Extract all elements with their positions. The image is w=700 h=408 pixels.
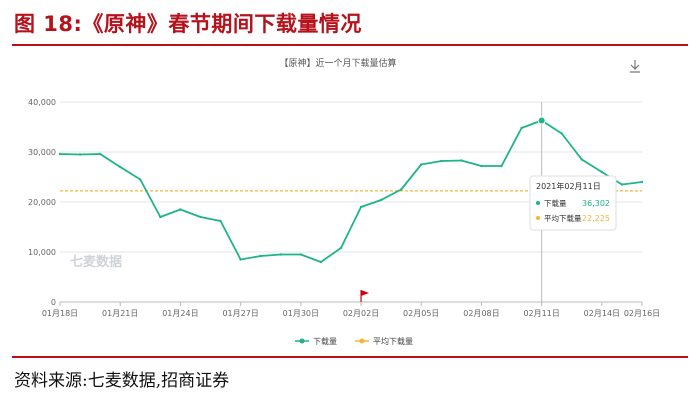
data-point bbox=[319, 260, 323, 264]
y-tick-label: 0 bbox=[51, 298, 56, 307]
line-chart: 【原神】近一个月下载量估算 010,00020,00030,00040,000 … bbox=[28, 57, 660, 346]
x-tick-label: 01月21日 bbox=[102, 309, 138, 318]
x-tick-label: 01月18日 bbox=[42, 309, 78, 318]
y-tick-label: 40,000 bbox=[28, 98, 56, 107]
tooltip-value-downloads: 36,302 bbox=[582, 199, 610, 208]
watermark: 七麦数据 bbox=[70, 254, 122, 270]
data-point bbox=[239, 258, 242, 261]
data-point bbox=[279, 253, 282, 256]
title-rule bbox=[12, 44, 688, 46]
data-point bbox=[420, 163, 423, 166]
data-point bbox=[520, 126, 523, 130]
x-tick-label: 02月14日 bbox=[584, 309, 620, 318]
flag-cloth bbox=[361, 290, 370, 296]
y-tick-label: 10,000 bbox=[28, 248, 56, 257]
data-point bbox=[119, 165, 122, 169]
y-tick-label: 20,000 bbox=[28, 198, 56, 207]
data-point bbox=[640, 180, 644, 184]
data-point bbox=[359, 205, 363, 209]
data-point bbox=[98, 152, 102, 156]
data-point bbox=[299, 253, 303, 256]
x-tick-label: 02月02日 bbox=[343, 309, 379, 318]
y-tick-label: 30,000 bbox=[28, 148, 56, 157]
tooltip-label-average: 平均下载量 bbox=[544, 213, 582, 223]
source-note: 资料来源:七麦数据,招商证券 bbox=[14, 371, 230, 391]
data-point bbox=[480, 164, 483, 168]
x-tick-label: 02月11日 bbox=[523, 309, 559, 318]
tooltip-value-average: 22,225 bbox=[582, 214, 610, 223]
figure-title: 图 18:《原神》春节期间下载量情况 bbox=[14, 12, 362, 36]
download-icon[interactable] bbox=[630, 60, 640, 73]
data-point bbox=[600, 170, 604, 174]
chart-container: 【原神】近一个月下载量估算 0 10,000 20,000 30,000 40,000 … bbox=[12, 52, 688, 352]
data-point bbox=[58, 152, 62, 156]
data-point bbox=[560, 132, 563, 135]
legend-marker-downloads bbox=[299, 338, 305, 344]
data-point bbox=[500, 164, 503, 168]
data-point bbox=[78, 153, 82, 156]
tooltip-box bbox=[529, 175, 617, 231]
tooltip-marker-average bbox=[536, 216, 540, 220]
data-point bbox=[620, 183, 624, 186]
data-point bbox=[339, 246, 343, 250]
data-point bbox=[440, 159, 443, 163]
x-tick-label: 02月16日 bbox=[624, 309, 660, 318]
legend-label-downloads: 下载量 bbox=[313, 336, 337, 346]
x-tick-label: 01月30日 bbox=[283, 309, 319, 318]
data-point bbox=[399, 188, 403, 191]
source-rule bbox=[12, 356, 688, 358]
data-point bbox=[460, 159, 463, 162]
tooltip-label-downloads: 下载量 bbox=[544, 198, 567, 208]
red-flag-icon bbox=[360, 290, 370, 302]
tooltip-marker-downloads bbox=[536, 201, 540, 205]
legend: 下载量 平均下载量 bbox=[295, 336, 413, 346]
data-point bbox=[259, 254, 262, 258]
data-point bbox=[179, 208, 182, 211]
data-point bbox=[379, 198, 383, 202]
x-tick-label: 01月24日 bbox=[162, 309, 198, 318]
data-point bbox=[199, 215, 202, 219]
hover-point bbox=[537, 116, 546, 125]
data-point bbox=[139, 178, 142, 181]
chart-title: 【原神】近一个月下载量估算 bbox=[279, 57, 396, 69]
data-point bbox=[219, 219, 222, 223]
tooltip-date: 2021年02月11日 bbox=[536, 181, 601, 191]
legend-label-average: 平均下载量 bbox=[373, 336, 413, 346]
x-tick-label: 01月27日 bbox=[222, 309, 258, 318]
data-point bbox=[580, 158, 583, 161]
x-tick-label: 02月08日 bbox=[463, 309, 499, 318]
legend-marker-average bbox=[359, 338, 365, 344]
data-point bbox=[159, 215, 162, 219]
x-tick-label: 02月05日 bbox=[403, 309, 439, 318]
